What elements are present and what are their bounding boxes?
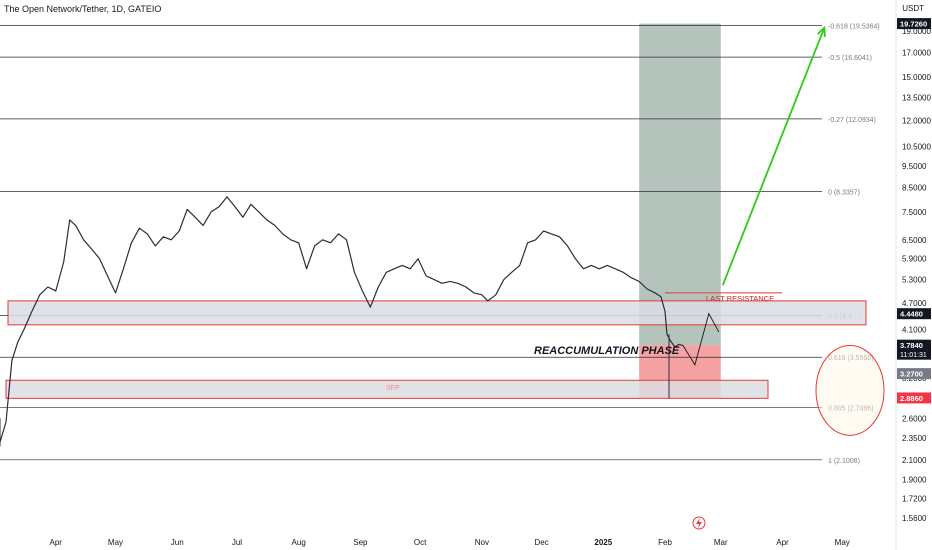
y-tick-label: 4.1000	[902, 326, 927, 335]
y-tick-label: 6.5000	[902, 236, 927, 245]
highlight-circle	[815, 344, 885, 436]
target-arrow	[721, 27, 826, 286]
x-tick-label: May	[835, 538, 850, 547]
y-tick-label: 10.5000	[902, 142, 931, 151]
x-tick-label: 2025	[594, 538, 612, 547]
x-tick-label: Feb	[658, 538, 672, 547]
y-tick-label: 2.6000	[902, 414, 927, 423]
chart-title: The Open Network/Tether, 1D, GATEIO	[4, 4, 162, 14]
x-tick-label: Jul	[232, 538, 242, 547]
x-tick-label: Dec	[534, 538, 548, 547]
price-tag	[897, 339, 931, 360]
price-tag-label: 3.2700	[900, 370, 923, 379]
currency-label: USDT	[902, 4, 924, 13]
x-tick-label: Sep	[353, 538, 368, 547]
fib-level-label: 0 (8.3357)	[828, 189, 860, 196]
x-tick-label: Nov	[475, 538, 489, 547]
y-tick-label: 1.7200	[902, 495, 927, 504]
target-arrow-head	[817, 25, 826, 37]
y-tick-label: 19.0000	[902, 27, 931, 36]
y-tick-label: 5.9000	[902, 255, 927, 264]
projection-path	[682, 312, 720, 366]
y-tick-label: 1.9000	[902, 475, 927, 484]
price-tag	[897, 18, 931, 30]
y-tick-label: 5.3000	[902, 276, 927, 285]
last-resistance-label: LAST RESISTANCE	[706, 294, 774, 303]
y-tick-label: 9.5000	[902, 162, 927, 171]
y-tick-label: 4.7000	[902, 299, 927, 308]
x-tick-label: May	[108, 538, 123, 547]
x-tick-label: Mar	[714, 538, 728, 547]
fib-level-label: 1 (2.1008)	[828, 458, 860, 465]
y-tick-label: 17.0000	[902, 49, 931, 58]
x-tick-label: Apr	[50, 538, 63, 547]
x-tick-label: Jun	[171, 538, 184, 547]
upper-resistance-zone	[7, 300, 867, 326]
x-tick-label: Aug	[292, 538, 306, 547]
y-tick-label: 7.5000	[902, 208, 927, 217]
y-tick-label: 2.1000	[902, 456, 927, 465]
fib-level-label: -0.27 (12.0934)	[828, 117, 876, 124]
y-tick-label: 1.5600	[902, 514, 927, 523]
reaccumulation-phase-label: REACCUMULATION PHASE	[534, 345, 680, 357]
price-tag	[897, 368, 931, 380]
y-tick-label: 8.5000	[902, 184, 927, 193]
price-tag-label: 4.4480	[900, 310, 923, 319]
price-tag-label: 2.8860	[900, 394, 923, 403]
price-tag	[897, 392, 931, 404]
y-tick-label: 15.0000	[902, 73, 931, 82]
lightning-icon	[696, 518, 702, 528]
price-tag	[897, 308, 931, 320]
x-tick-label: Oct	[414, 538, 427, 547]
y-tick-label: 13.5000	[902, 93, 931, 102]
price-series-line	[0, 196, 684, 443]
fib-level-label: -0.618 (19.5364)	[828, 23, 880, 30]
price-tag-countdown: 11:01:31	[900, 352, 927, 359]
y-tick-label: 2.3500	[902, 434, 927, 443]
x-tick-label: Apr	[776, 538, 789, 547]
sfp-label: SFP	[386, 385, 400, 392]
price-tag-label: 19.7260	[900, 20, 927, 29]
y-tick-label: 12.0000	[902, 116, 931, 125]
fib-level-label: -0.5 (16.6041)	[828, 55, 872, 62]
price-tag-label: 3.7840	[900, 341, 923, 350]
lower-support-zone	[5, 379, 769, 399]
